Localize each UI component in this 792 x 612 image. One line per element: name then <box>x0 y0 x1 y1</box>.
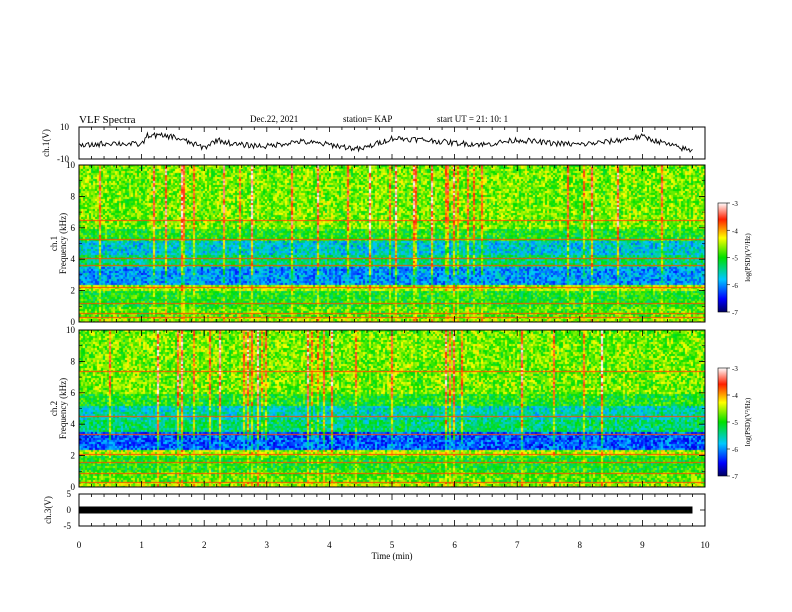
ch2-colorbar-tick-label: -3 <box>732 365 738 373</box>
ch2-spectrogram-image <box>79 330 705 487</box>
ch1-waveform-line <box>79 131 693 153</box>
ch2-colorbar-tick-label: -6 <box>732 446 738 454</box>
ch1-y-axis-label: ch.1Frequency (kHz) <box>49 213 68 274</box>
ch1-colorbar-tick-label: -7 <box>732 309 738 317</box>
ch2-y-tick-label: 10 <box>66 325 76 335</box>
ch3-y-tick-label: 5 <box>67 489 72 499</box>
start-time-label: start UT = 21: 10: 1 <box>437 114 509 124</box>
ch1-colorbar <box>717 202 728 313</box>
ch3-signal-line <box>79 506 693 514</box>
ch2-y-tick-label: 2 <box>71 451 76 461</box>
figure-title: VLF Spectra <box>79 114 136 126</box>
ch2-y-tick-label: 0 <box>71 482 76 492</box>
ch1-colorbar-label: log(PSD)(V²/Hz) <box>744 233 752 282</box>
ch3-y-tick-label: -5 <box>64 521 72 531</box>
ch1-y-tick-label: 6 <box>71 223 76 233</box>
ch2-y-tick-label: 8 <box>71 356 76 366</box>
ch1-colorbar-tick-label: -6 <box>732 282 738 290</box>
x-axis-label: Time (min) <box>372 551 413 561</box>
x-tick-label: 7 <box>515 540 520 550</box>
ch1-colorbar-tick-label: -3 <box>732 200 738 208</box>
ch1-y-tick-label: 4 <box>71 254 76 264</box>
x-tick-label: 10 <box>701 540 711 550</box>
ch1-y-tick-label: 2 <box>71 286 76 296</box>
x-tick-label: 2 <box>202 540 207 550</box>
ch2-y-axis-label: ch.2Frequency (kHz) <box>49 378 68 439</box>
ch2-y-tick-label: 6 <box>71 388 76 398</box>
x-tick-label: 8 <box>578 540 583 550</box>
x-tick-label: 1 <box>139 540 144 550</box>
ch1-spectrogram <box>79 165 705 322</box>
ch2-colorbar-tick-label: -7 <box>732 473 738 481</box>
ch1-y-tick-label: 0 <box>71 317 76 327</box>
date-label: Dec.22, 2021 <box>250 114 299 124</box>
ch1-colorbar-tick-label: -5 <box>732 255 738 263</box>
ch3-y-axis-label: ch.3(V) <box>43 496 53 524</box>
ch1-waveform-y-tick-label: 10 <box>60 122 70 132</box>
ch1-y-tick-label: 8 <box>71 191 76 201</box>
x-tick-label: 5 <box>390 540 395 550</box>
ch1-waveform-y-axis-label: ch.1(V) <box>41 129 51 157</box>
x-tick-label: 9 <box>640 540 645 550</box>
ch1-y-tick-label: 10 <box>66 160 76 170</box>
ch1-colorbar-tick-label: -4 <box>732 227 738 235</box>
ch2-y-tick-label: 4 <box>71 419 76 429</box>
x-tick-label: 6 <box>452 540 457 550</box>
ch2-colorbar <box>717 367 728 477</box>
ch2-colorbar-label: log(PSD)(V²/Hz) <box>744 397 752 446</box>
ch2-spectrogram <box>79 330 705 487</box>
station-label: station= KAP <box>343 114 393 124</box>
x-tick-label: 0 <box>77 540 82 550</box>
x-tick-label: 4 <box>327 540 332 550</box>
ch3-y-tick-label: 0 <box>67 505 72 515</box>
ch2-colorbar-tick-label: -4 <box>732 392 738 400</box>
ch2-colorbar-tick-label: -5 <box>732 419 738 427</box>
x-tick-label: 3 <box>265 540 270 550</box>
ch1-waveform-y-tick-label: -10 <box>57 154 69 164</box>
ch1-spectrogram-image <box>79 165 705 322</box>
